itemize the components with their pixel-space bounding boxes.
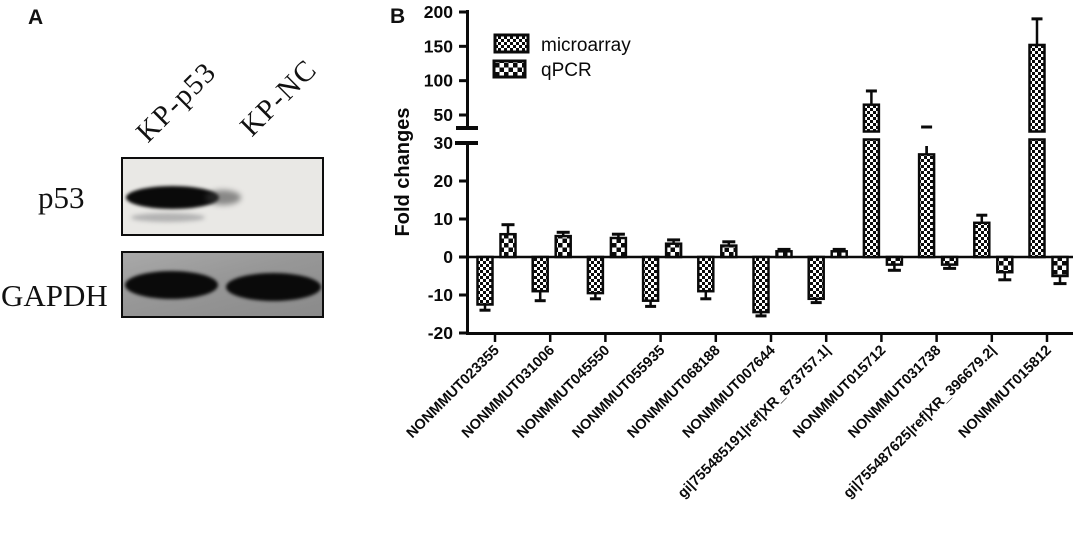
bar-microarray-2 xyxy=(586,255,605,295)
bar-qPCR-9 xyxy=(996,255,1014,274)
category-label: NONMMUT055935 xyxy=(569,343,668,442)
bar-microarray-10 xyxy=(1028,43,1046,133)
bar-microarray-4 xyxy=(697,255,715,293)
bar-microarray-10 xyxy=(1028,138,1046,259)
category-label: NONMMUT015812 xyxy=(956,343,1055,442)
bar-microarray-7 xyxy=(862,103,881,133)
p53-band-kp-p53 xyxy=(126,186,219,209)
bar-microarray-9 xyxy=(973,221,991,259)
category-label: NONMMUT031006 xyxy=(459,343,558,442)
gapdh-band-kp-p53 xyxy=(125,271,218,299)
blot-row-label-p53: p53 xyxy=(38,180,85,215)
y-tick-label: 30 xyxy=(434,133,454,153)
category-label: NONMMUT031738 xyxy=(845,343,944,442)
panel-a-label: A xyxy=(28,6,44,29)
bar-qPCR-0 xyxy=(499,232,517,259)
category-label: NONMMUT007644 xyxy=(680,343,779,442)
y-tick-label: 20 xyxy=(434,171,454,191)
bar-microarray-0 xyxy=(476,255,494,306)
y-tick-label: 10 xyxy=(434,209,454,229)
p53-band-tail xyxy=(205,190,241,205)
bar-microarray-8 xyxy=(917,153,936,259)
bar-qPCR-3 xyxy=(664,242,683,259)
y-axis-title: Fold changes xyxy=(392,108,414,237)
legend: microarray qPCR xyxy=(492,33,631,81)
bar-qPCR-5 xyxy=(775,250,793,259)
bar-qPCR-7 xyxy=(885,255,904,266)
bar-qPCR-4 xyxy=(720,244,738,259)
gapdh-band-kp-nc xyxy=(226,273,321,301)
bar-qPCR-1 xyxy=(554,234,572,259)
gapdh-blot-image xyxy=(121,251,324,318)
bar-qPCR-6 xyxy=(830,250,848,259)
legend-swatch-microarray xyxy=(493,33,530,54)
panel-b-label: B xyxy=(390,5,406,28)
category-label: NONMMUT068188 xyxy=(625,343,724,442)
p53-blot-image xyxy=(121,157,324,236)
p53-faint-band xyxy=(131,213,205,222)
bars xyxy=(476,17,1069,318)
y-tick-label: 150 xyxy=(424,36,453,56)
y-tick-label: 50 xyxy=(434,105,454,125)
category-labels: NONMMUT023355NONMMUT031006NONMMUT045550N… xyxy=(404,343,1055,502)
category-label: NONMMUT045550 xyxy=(514,343,613,442)
y-tick-label: -20 xyxy=(428,323,454,343)
category-label: NONMMUT015712 xyxy=(790,343,889,442)
bar-qPCR-8 xyxy=(940,255,959,266)
blot-row-label-gapdh: GAPDH xyxy=(1,278,108,313)
y-tick-label: 200 xyxy=(424,2,453,22)
legend-label-qpcr: qPCR xyxy=(541,60,592,81)
bar-microarray-3 xyxy=(641,255,660,302)
y-tick-label: -10 xyxy=(428,285,454,305)
bar-microarray-5 xyxy=(752,255,770,314)
legend-label-microarray: microarray xyxy=(541,35,631,56)
legend-swatch-qpcr xyxy=(492,59,527,79)
y-tick-label: 100 xyxy=(424,71,453,91)
bar-microarray-6 xyxy=(807,255,825,301)
category-label: NONMMUT023355 xyxy=(404,343,503,442)
y-tick-label: 0 xyxy=(443,247,453,267)
bar-qPCR-10 xyxy=(1051,255,1069,278)
bar-qPCR-2 xyxy=(609,236,628,259)
bar-microarray-7 xyxy=(862,138,881,259)
y-axis xyxy=(455,10,478,335)
bar-microarray-1 xyxy=(531,255,549,293)
